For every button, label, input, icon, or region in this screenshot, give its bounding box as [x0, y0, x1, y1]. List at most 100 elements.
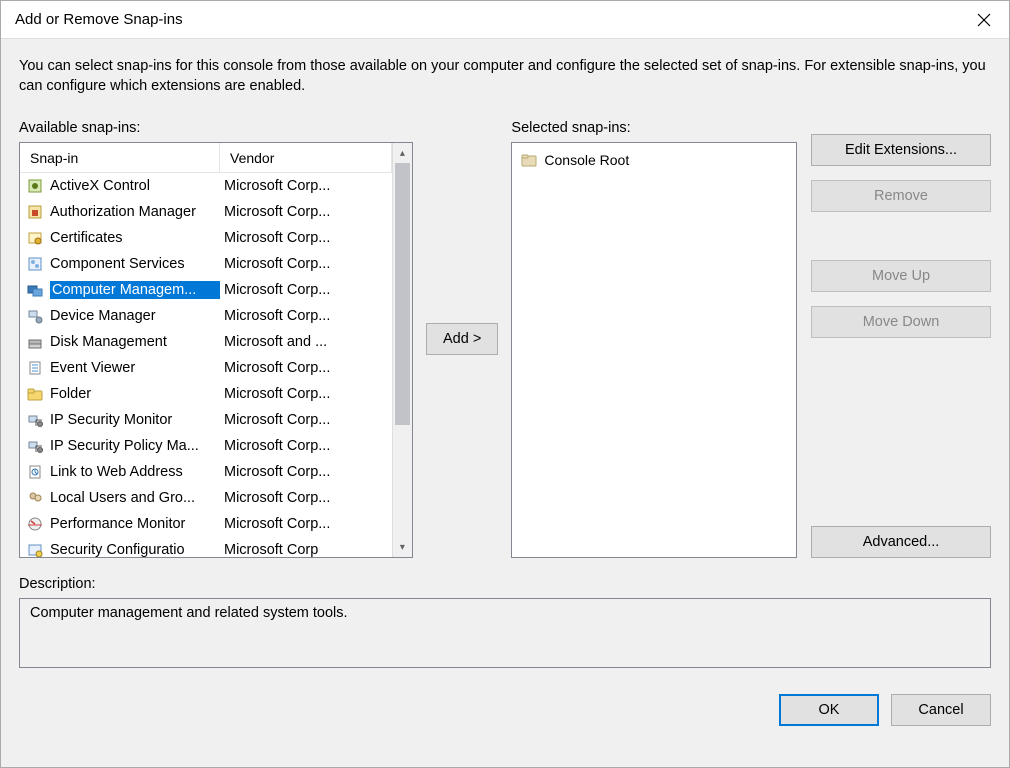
scrollbar[interactable]: ▴ ▾	[392, 143, 412, 557]
snapin-name: Link to Web Address	[50, 464, 220, 480]
side-buttons: Edit Extensions... Remove Move Up Move D…	[797, 120, 991, 558]
intro-text: You can select snap-ins for this console…	[19, 57, 991, 96]
snapin-name: Security Configuratio	[50, 542, 220, 557]
selected-label: Selected snap-ins:	[511, 120, 797, 136]
advanced-button[interactable]: Advanced...	[811, 526, 991, 558]
activex-icon	[26, 177, 44, 195]
snapin-vendor: Microsoft Corp...	[220, 438, 388, 454]
snapin-row[interactable]: Computer Managem...Microsoft Corp...	[20, 277, 392, 303]
selected-listbox[interactable]: Console Root	[511, 142, 797, 558]
snapin-vendor: Microsoft Corp...	[220, 282, 388, 298]
add-button[interactable]: Add >	[426, 323, 498, 355]
close-button[interactable]	[959, 1, 1009, 39]
move-down-button[interactable]: Move Down	[811, 306, 991, 338]
available-column: Available snap-ins: Snap-in Vendor Activ…	[19, 120, 413, 558]
snapin-vendor: Microsoft Corp...	[220, 464, 388, 480]
snapin-vendor: Microsoft Corp...	[220, 178, 388, 194]
tree-root-item[interactable]: Console Root	[520, 149, 629, 171]
pushdown	[811, 352, 991, 512]
available-rows: ActiveX ControlMicrosoft Corp...Authoriz…	[20, 173, 392, 557]
link-icon	[26, 463, 44, 481]
scroll-down-icon[interactable]: ▾	[393, 537, 412, 557]
spacer	[811, 226, 991, 246]
scroll-up-icon[interactable]: ▴	[393, 143, 412, 163]
titlebar: Add or Remove Snap-ins	[1, 1, 1009, 39]
ipsec-icon	[26, 437, 44, 455]
cert-icon	[26, 229, 44, 247]
snapin-row[interactable]: Event ViewerMicrosoft Corp...	[20, 355, 392, 381]
snapin-name: IP Security Monitor	[50, 412, 220, 428]
available-list-inner: Snap-in Vendor ActiveX ControlMicrosoft …	[20, 143, 392, 557]
snapin-row[interactable]: IP Security MonitorMicrosoft Corp...	[20, 407, 392, 433]
snapin-row[interactable]: FolderMicrosoft Corp...	[20, 381, 392, 407]
seccfg-icon	[26, 541, 44, 557]
dialog-footer: OK Cancel	[19, 668, 991, 726]
scroll-track[interactable]	[393, 163, 412, 537]
perf-icon	[26, 515, 44, 533]
middle-column: Add >	[413, 120, 511, 558]
snapin-row[interactable]: Component ServicesMicrosoft Corp...	[20, 251, 392, 277]
disk-icon	[26, 333, 44, 351]
selected-column: Selected snap-ins: Console Root	[511, 120, 797, 558]
snapin-row[interactable]: ActiveX ControlMicrosoft Corp...	[20, 173, 392, 199]
snapin-row[interactable]: Link to Web AddressMicrosoft Corp...	[20, 459, 392, 485]
snapin-name: Certificates	[50, 230, 220, 246]
snapin-row[interactable]: Disk ManagementMicrosoft and ...	[20, 329, 392, 355]
snapin-row[interactable]: Security ConfiguratioMicrosoft Corp	[20, 537, 392, 557]
window-title: Add or Remove Snap-ins	[15, 11, 959, 28]
snapin-row[interactable]: Authorization ManagerMicrosoft Corp...	[20, 199, 392, 225]
event-icon	[26, 359, 44, 377]
header-vendor[interactable]: Vendor	[220, 143, 392, 172]
snapin-row[interactable]: Device ManagerMicrosoft Corp...	[20, 303, 392, 329]
snapin-name: Authorization Manager	[50, 204, 220, 220]
tree-root-label: Console Root	[544, 152, 629, 168]
available-list-header[interactable]: Snap-in Vendor	[20, 143, 392, 173]
snapin-name: Local Users and Gro...	[50, 490, 220, 506]
available-label: Available snap-ins:	[19, 120, 413, 136]
snapin-row[interactable]: IP Security Policy Ma...Microsoft Corp..…	[20, 433, 392, 459]
snapin-vendor: Microsoft Corp...	[220, 386, 388, 402]
auth-icon	[26, 203, 44, 221]
close-icon	[977, 13, 991, 27]
description-label: Description:	[19, 576, 991, 592]
header-snapin[interactable]: Snap-in	[20, 143, 220, 172]
snapin-vendor: Microsoft and ...	[220, 334, 388, 350]
snapin-vendor: Microsoft Corp...	[220, 230, 388, 246]
snapin-name: ActiveX Control	[50, 178, 220, 194]
move-up-button[interactable]: Move Up	[811, 260, 991, 292]
compmgmt-icon	[26, 281, 44, 299]
snapin-vendor: Microsoft Corp...	[220, 256, 388, 272]
snapin-name: Event Viewer	[50, 360, 220, 376]
snapin-vendor: Microsoft Corp...	[220, 360, 388, 376]
snapin-vendor: Microsoft Corp...	[220, 490, 388, 506]
snapin-vendor: Microsoft Corp...	[220, 204, 388, 220]
main-columns: Available snap-ins: Snap-in Vendor Activ…	[19, 120, 991, 558]
available-listbox[interactable]: Snap-in Vendor ActiveX ControlMicrosoft …	[19, 142, 413, 558]
snapin-name: Device Manager	[50, 308, 220, 324]
ipsec-icon	[26, 411, 44, 429]
comp-icon	[26, 255, 44, 273]
description-box: Computer management and related system t…	[19, 598, 991, 668]
scroll-thumb[interactable]	[395, 163, 410, 425]
description-text: Computer management and related system t…	[30, 605, 348, 621]
folder-icon	[520, 151, 538, 169]
cancel-button[interactable]: Cancel	[891, 694, 991, 726]
device-icon	[26, 307, 44, 325]
snapin-vendor: Microsoft Corp	[220, 542, 388, 557]
folder-icon	[26, 385, 44, 403]
edit-extensions-button[interactable]: Edit Extensions...	[811, 134, 991, 166]
snapin-name: Performance Monitor	[50, 516, 220, 532]
snapin-row[interactable]: Performance MonitorMicrosoft Corp...	[20, 511, 392, 537]
snapin-name: Computer Managem...	[50, 281, 220, 299]
snapin-name: Folder	[50, 386, 220, 402]
snapin-row[interactable]: CertificatesMicrosoft Corp...	[20, 225, 392, 251]
ok-button[interactable]: OK	[779, 694, 879, 726]
snapin-name: Disk Management	[50, 334, 220, 350]
snapin-vendor: Microsoft Corp...	[220, 412, 388, 428]
dialog-window: Add or Remove Snap-ins You can select sn…	[0, 0, 1010, 768]
snapin-name: IP Security Policy Ma...	[50, 438, 220, 454]
remove-button[interactable]: Remove	[811, 180, 991, 212]
snapin-vendor: Microsoft Corp...	[220, 308, 388, 324]
snapin-name: Component Services	[50, 256, 220, 272]
snapin-row[interactable]: Local Users and Gro...Microsoft Corp...	[20, 485, 392, 511]
